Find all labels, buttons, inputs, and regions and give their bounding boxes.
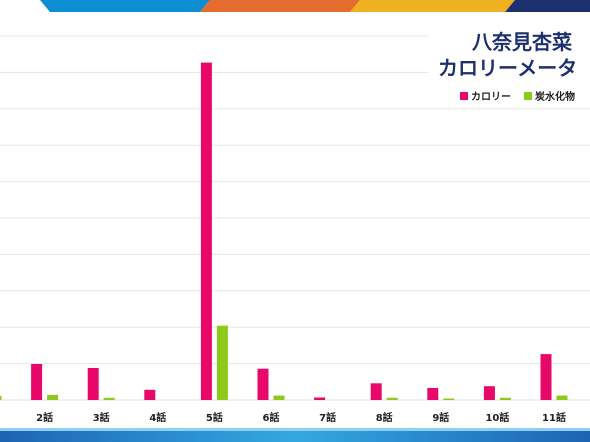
x-tick-label: 9話 <box>432 411 449 424</box>
stripe-yellow <box>350 0 515 12</box>
chart-title-line-1: 八奈見杏菜 <box>472 30 572 54</box>
legend-swatch-carbs <box>524 91 532 100</box>
chart-title-box: 八奈見杏菜 カロリーメータ カロリー 炭水化物 <box>428 24 590 108</box>
chart-title-line-2: カロリーメータ <box>438 56 578 80</box>
bar-calorie <box>370 383 382 400</box>
stripe-navy <box>505 0 590 12</box>
bar-calorie <box>257 368 269 400</box>
x-tick-label: 2話 <box>36 411 53 424</box>
bar-carbs <box>47 394 59 400</box>
bar-calorie <box>540 354 552 400</box>
legend-item-calorie: カロリー <box>460 88 511 103</box>
bar-calorie <box>314 397 326 400</box>
x-tick-label: 6話 <box>263 411 280 424</box>
x-tick-label: 10話 <box>485 411 509 424</box>
bar-carbs <box>499 397 511 400</box>
x-tick-label: 7話 <box>319 411 336 424</box>
bar-carbs <box>386 397 398 400</box>
x-tick-label: 11話 <box>542 411 566 424</box>
legend-swatch-calorie <box>460 91 468 100</box>
bar-carbs <box>0 396 2 400</box>
top-decorative-stripe <box>40 0 590 12</box>
bar-carbs <box>216 325 228 400</box>
x-tick-label: 8話 <box>376 411 393 424</box>
bar-calorie <box>200 62 212 400</box>
bar-calorie <box>144 389 156 400</box>
bar-calorie <box>483 386 495 400</box>
bar-carbs <box>103 397 115 400</box>
stripe-orange <box>200 0 360 12</box>
legend-item-carbs: 炭水化物 <box>524 88 575 103</box>
legend-label-calorie: カロリー <box>471 92 511 103</box>
bar-calorie <box>427 388 439 400</box>
x-tick-labels: 2話3話4話5話6話7話8話9話10話11話最 <box>36 411 566 424</box>
bar-carbs <box>443 398 455 400</box>
bar-carbs <box>556 395 568 400</box>
bar-calorie <box>87 368 99 400</box>
bars <box>0 62 568 400</box>
x-tick-label: 3話 <box>93 411 110 424</box>
bar-carbs <box>273 395 285 400</box>
stripe-blue <box>40 0 210 12</box>
legend-label-carbs: 炭水化物 <box>535 92 575 103</box>
x-tick-label: 4話 <box>149 411 166 424</box>
bar-calorie <box>31 364 43 400</box>
bottom-decorative-stripe <box>0 428 590 442</box>
x-tick-label: 5話 <box>206 411 223 424</box>
